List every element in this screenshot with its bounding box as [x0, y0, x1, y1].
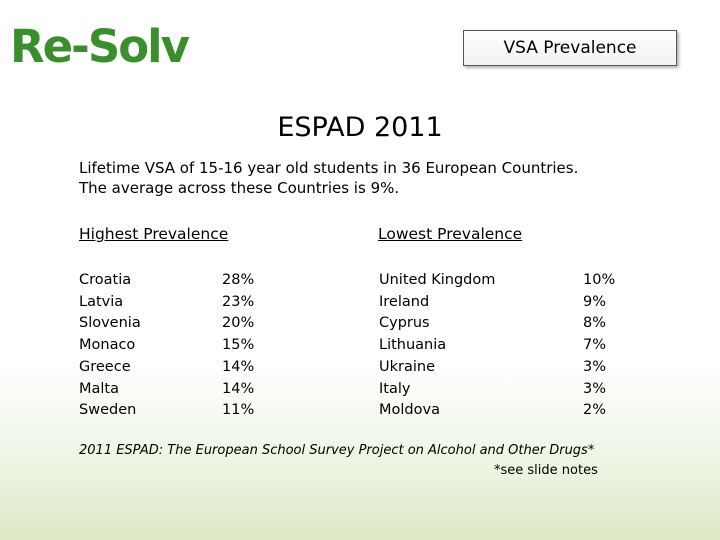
lowest-value-list: 10% 9% 8% 7% 3% 3% 2%: [583, 270, 615, 422]
list-item: 14%: [222, 380, 255, 397]
list-item: Lithuania: [379, 337, 447, 354]
list-item: 7%: [583, 337, 607, 354]
source-footnote: 2011 ESPAD: The European School Survey P…: [79, 443, 595, 458]
list-item: 9%: [583, 293, 607, 310]
list-item: Ireland: [379, 293, 430, 310]
list-item: 11%: [222, 402, 255, 419]
highest-value-list: 28% 23% 20% 15% 14% 14% 11%: [222, 270, 254, 422]
lowest-prevalence-heading: Lowest Prevalence: [378, 225, 523, 243]
list-item: Greece: [79, 358, 131, 375]
list-item: Malta: [79, 380, 119, 397]
list-item: 8%: [583, 315, 607, 332]
intro-line-2: The average across these Countries is 9%…: [79, 179, 400, 197]
list-item: 14%: [222, 358, 255, 375]
list-item: Cyprus: [379, 315, 430, 332]
list-item: Ukraine: [379, 358, 435, 375]
slide-notes-reference: *see slide notes: [494, 463, 598, 478]
intro-line-1: Lifetime VSA of 15-16 year old students …: [79, 159, 579, 177]
list-item: Latvia: [79, 293, 124, 310]
list-item: United Kingdom: [379, 272, 496, 288]
list-item: 20%: [222, 315, 255, 332]
page-heading: ESPAD 2011: [277, 112, 443, 143]
slide-title: VSA Prevalence: [503, 38, 637, 58]
list-item: Sweden: [79, 402, 137, 419]
list-item: Moldova: [379, 402, 440, 419]
list-item: 23%: [222, 293, 255, 310]
list-item: 10%: [583, 272, 616, 288]
list-item: 2%: [583, 402, 607, 419]
highest-prevalence-heading: Highest Prevalence: [79, 225, 229, 243]
list-item: Monaco: [79, 337, 136, 354]
list-item: Slovenia: [79, 315, 141, 332]
highest-country-list: Croatia Latvia Slovenia Monaco Greece Ma…: [79, 270, 141, 422]
lowest-country-list: United Kingdom Ireland Cyprus Lithuania …: [379, 270, 495, 422]
intro-text: Lifetime VSA of 15-16 year old students …: [79, 158, 578, 198]
slide-title-box: VSA Prevalence: [463, 30, 677, 66]
list-item: 3%: [583, 358, 607, 375]
list-item: 28%: [222, 272, 255, 288]
list-item: Italy: [379, 380, 411, 397]
list-item: 3%: [583, 380, 607, 397]
re-solv-logo: Re-Solv: [10, 20, 190, 73]
list-item: 15%: [222, 337, 255, 354]
list-item: Croatia: [79, 272, 132, 288]
